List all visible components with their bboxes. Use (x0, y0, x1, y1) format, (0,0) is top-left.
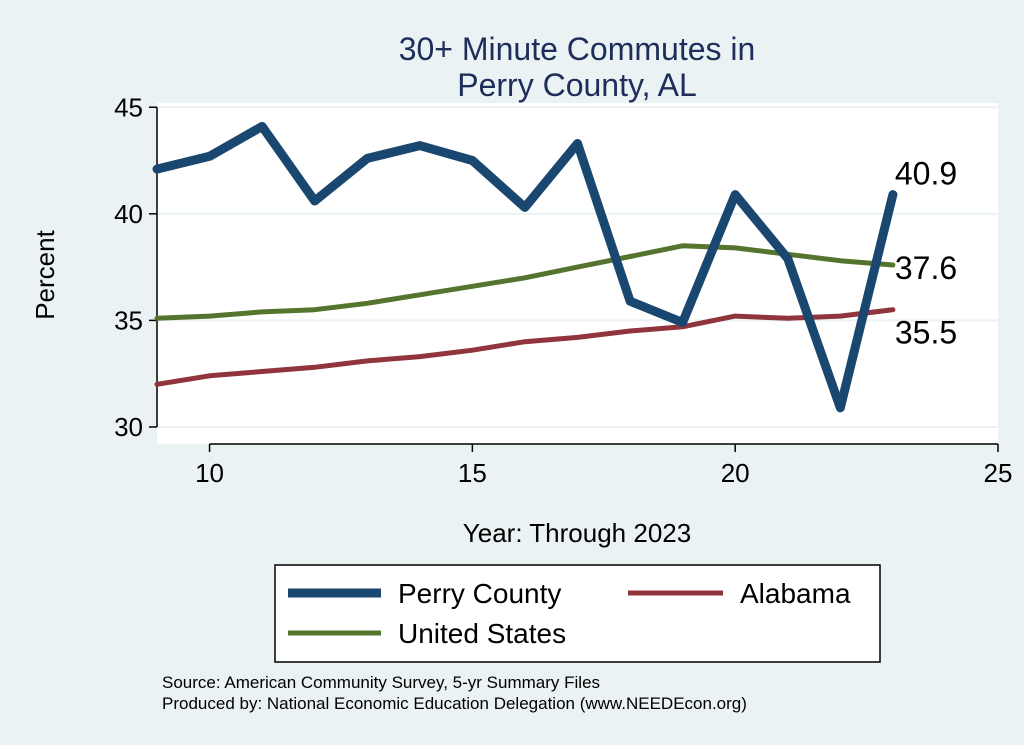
source-note: Source: American Community Survey, 5-yr … (162, 673, 600, 692)
y-tick-label-30: 30 (114, 412, 143, 442)
series-line-alabama (154, 307, 896, 387)
producer-note: Produced by: National Economic Education… (162, 694, 747, 713)
plot-area (157, 103, 998, 444)
x-tick-label-25: 25 (984, 458, 1013, 488)
y-tick-label-40: 40 (114, 199, 143, 229)
series-line-united-states (154, 243, 896, 321)
x-tick-label-10: 10 (195, 458, 224, 488)
end-labels: 40.9 35.5 37.6 (895, 156, 957, 351)
end-label-alabama: 35.5 (895, 315, 957, 351)
chart-title-line-1: 30+ Minute Commutes in (399, 31, 756, 67)
legend: Perry County Alabama United States (274, 564, 881, 663)
y-tick-label-45: 45 (114, 92, 143, 122)
legend-label-alabama: Alabama (740, 578, 851, 609)
legend-label-united-states: United States (398, 618, 566, 649)
series-lines (152, 121, 898, 413)
x-tick-label-20: 20 (721, 458, 750, 488)
y-tick-label-35: 35 (114, 305, 143, 335)
y-axis-title: Percent (30, 229, 60, 319)
end-label-united-states: 37.6 (895, 250, 957, 286)
x-tick-label-15: 15 (458, 458, 487, 488)
chart-title-line-2: Perry County, AL (457, 67, 697, 103)
x-axis-title: Year: Through 2023 (463, 518, 691, 548)
legend-box (274, 564, 881, 663)
gridlines (157, 106, 998, 428)
series-line-perry-county (152, 121, 898, 413)
end-label-perry-county: 40.9 (895, 156, 957, 192)
axes: 30 35 40 45 10 15 20 25 (114, 92, 1012, 488)
legend-label-perry-county: Perry County (398, 578, 561, 609)
